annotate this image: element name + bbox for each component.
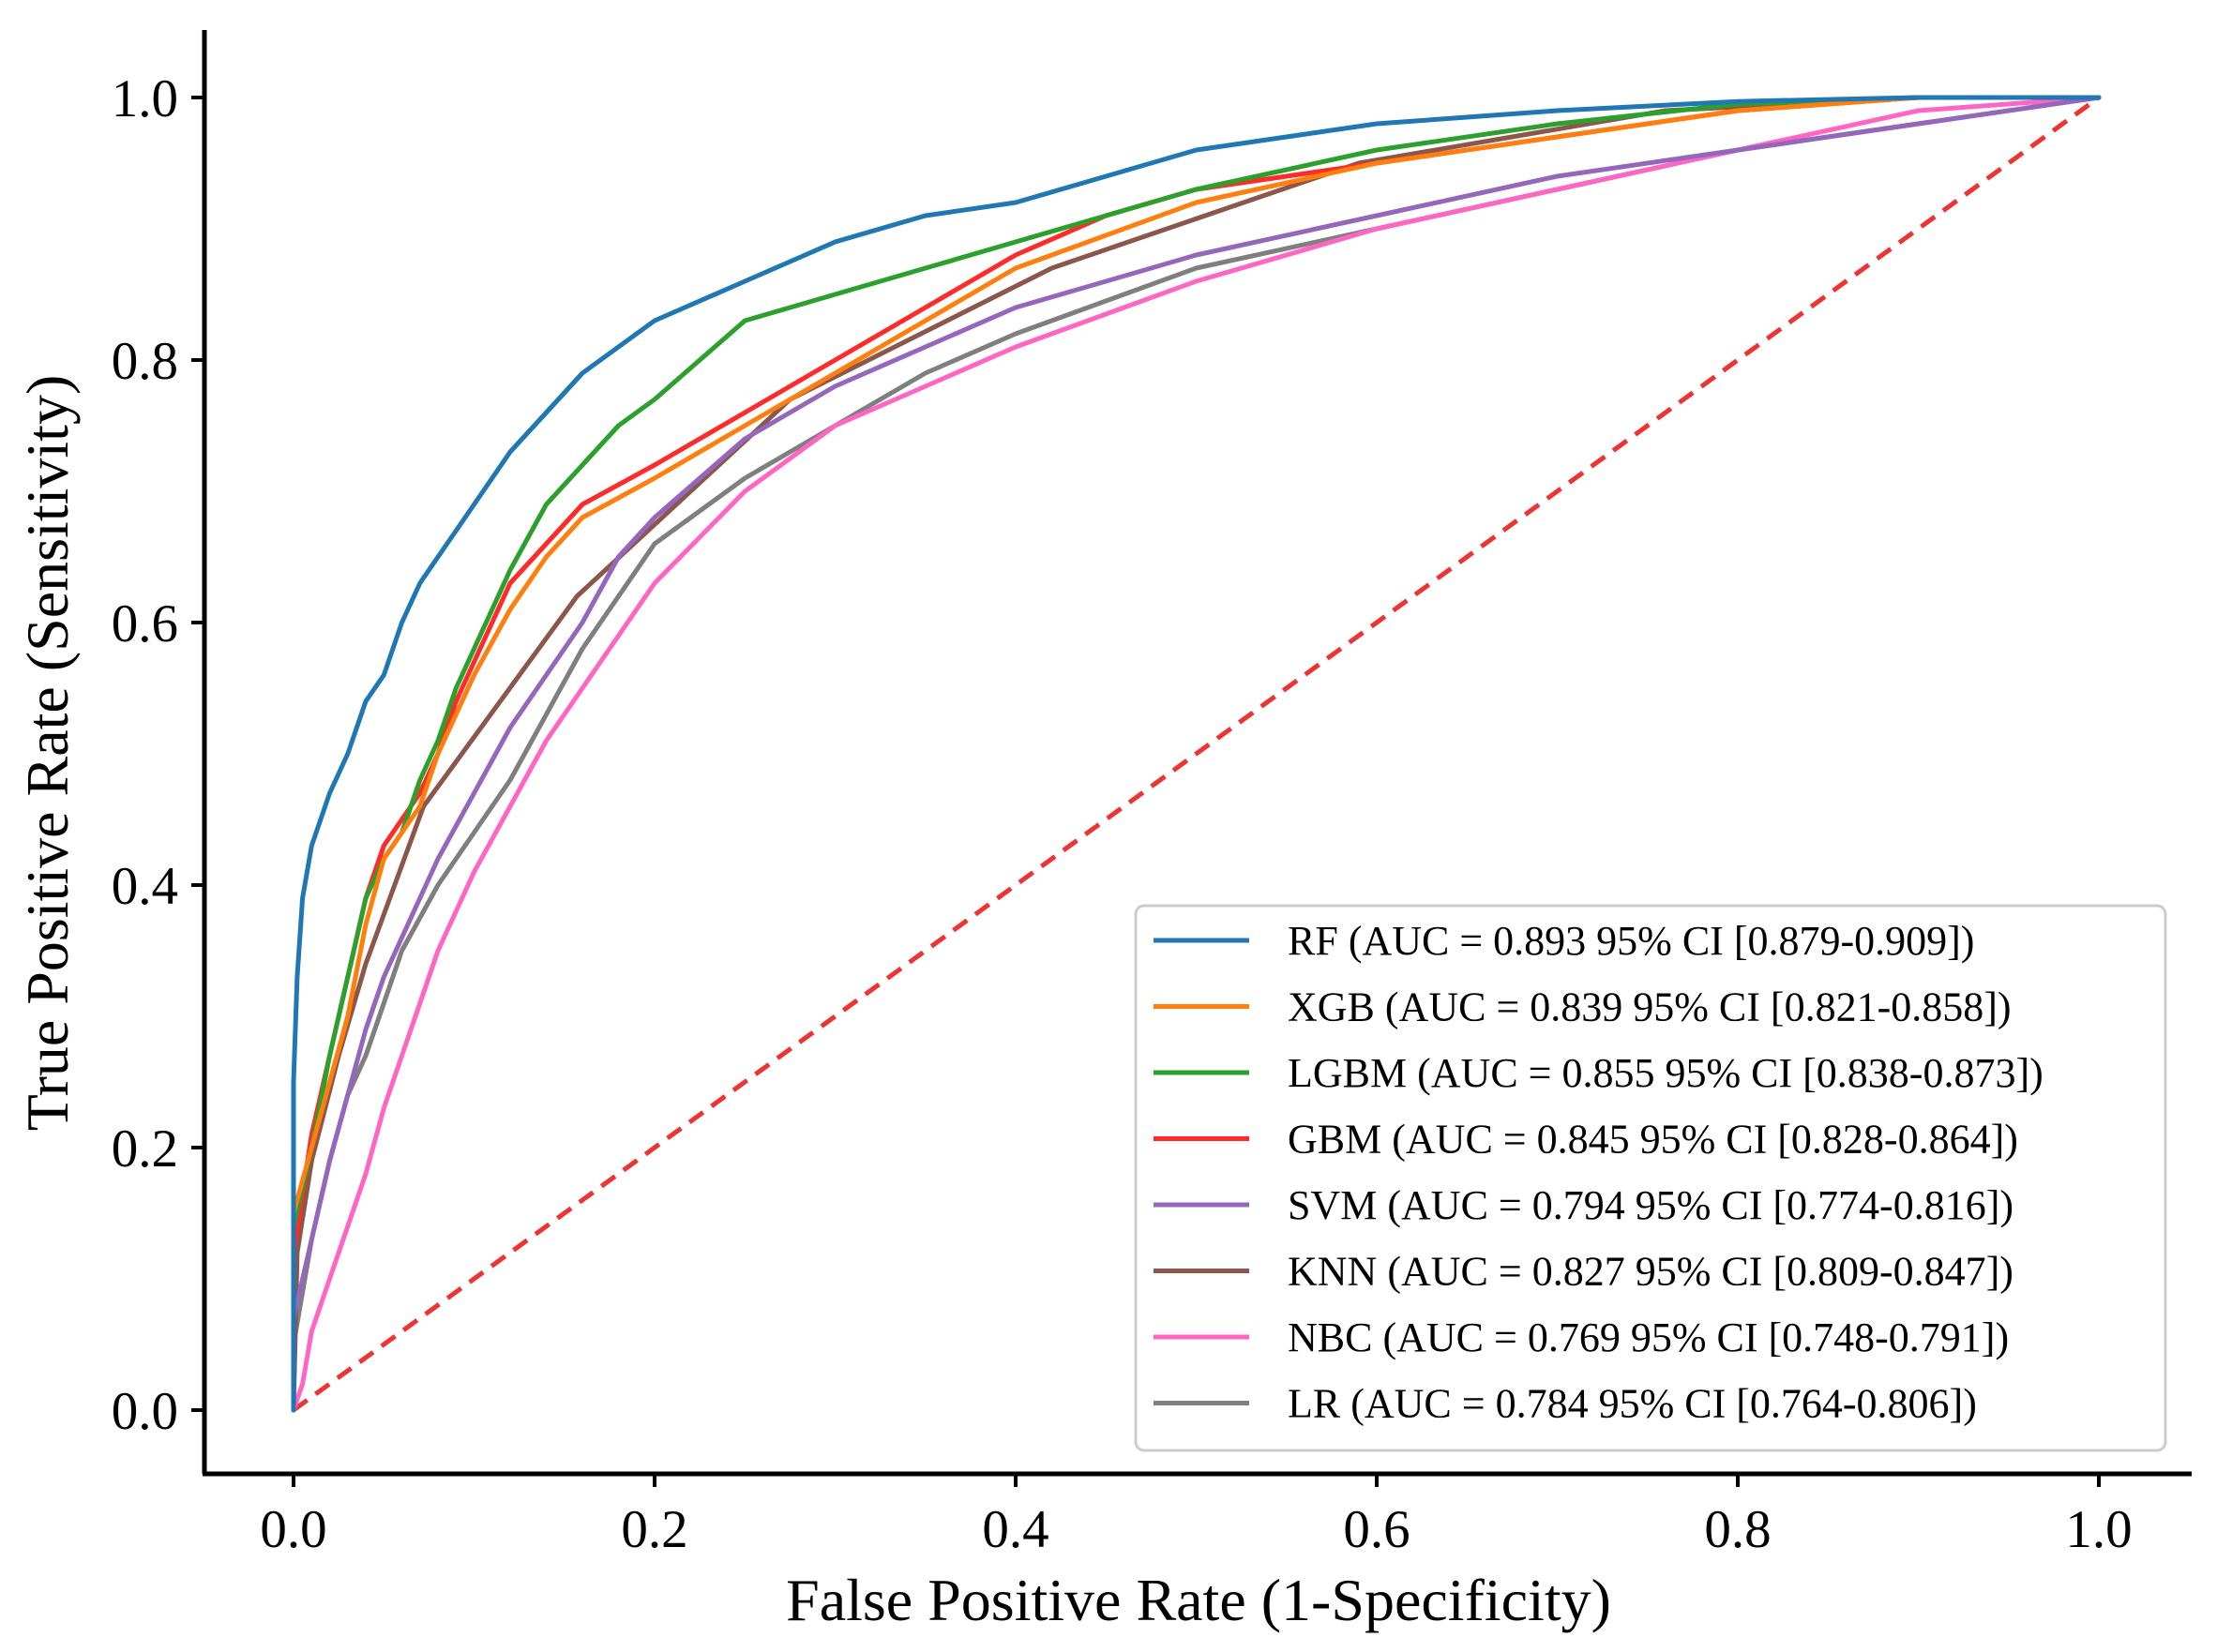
legend-label-svm: SVM (AUC = 0.794 95% CI [0.774-0.816]) xyxy=(1288,1182,2013,1228)
legend-box xyxy=(1134,904,2167,1452)
x-tick-label: 1.0 xyxy=(2065,1500,2132,1559)
x-tick-label: 0.8 xyxy=(1704,1500,1771,1559)
legend-items: RF (AUC = 0.893 95% CI [0.879-0.909]) XGB… xyxy=(1154,918,2044,1427)
x-tick-label: 0.2 xyxy=(621,1500,687,1559)
reference-line-chance xyxy=(292,95,2101,1413)
series-line-svm xyxy=(291,95,2102,1413)
legend-label-rf: RF (AUC = 0.893 95% CI [0.879-0.909]) xyxy=(1288,918,1974,964)
x-ticks: 0.0 0.2 0.4 0.6 0.8 1.0 xyxy=(260,1474,2133,1559)
x-tick-label: 0.0 xyxy=(260,1500,326,1559)
x-axis-label: False Positive Rate (1-Specificity) xyxy=(786,1567,1611,1633)
x-tick-label: 0.4 xyxy=(982,1500,1048,1559)
legend-label-xgb: XGB (AUC = 0.839 95% CI [0.821-0.858]) xyxy=(1288,984,2012,1030)
y-tick-label: 0.2 xyxy=(112,1119,178,1179)
legend-label-lr: LR (AUC = 0.784 95% CI [0.764-0.806]) xyxy=(1288,1381,1977,1427)
plot-lines xyxy=(291,95,2102,1413)
series-line-rf xyxy=(291,95,2102,1413)
y-tick-label: 1.0 xyxy=(112,69,178,128)
series-line-lgbm xyxy=(291,95,2102,1413)
y-axis-label: True Positive Rate (Sensitivity) xyxy=(14,375,81,1132)
y-tick-label: 0.6 xyxy=(112,594,178,653)
y-tick-label: 0.8 xyxy=(112,332,178,391)
legend-label-nbc: NBC (AUC = 0.769 95% CI [0.748-0.791]) xyxy=(1288,1314,2009,1360)
legend-label-lgbm: LGBM (AUC = 0.855 95% CI [0.838-0.873]) xyxy=(1288,1050,2044,1096)
legend-label-gbm: GBM (AUC = 0.845 95% CI [0.828-0.864]) xyxy=(1288,1117,2018,1163)
y-tick-label: 0.0 xyxy=(112,1382,178,1441)
y-ticks: 0.0 0.2 0.4 0.6 0.8 1.0 xyxy=(112,69,204,1441)
x-tick-label: 0.6 xyxy=(1343,1500,1410,1559)
legend: RF (AUC = 0.893 95% CI [0.879-0.909]) XGB… xyxy=(1134,904,2167,1452)
series-line-nbc xyxy=(291,95,2102,1413)
legend-label-knn: KNN (AUC = 0.827 95% CI [0.809-0.847]) xyxy=(1288,1249,2013,1295)
axes xyxy=(202,30,2192,1477)
series-line-xgb xyxy=(291,95,2102,1413)
y-tick-label: 0.4 xyxy=(112,857,178,916)
